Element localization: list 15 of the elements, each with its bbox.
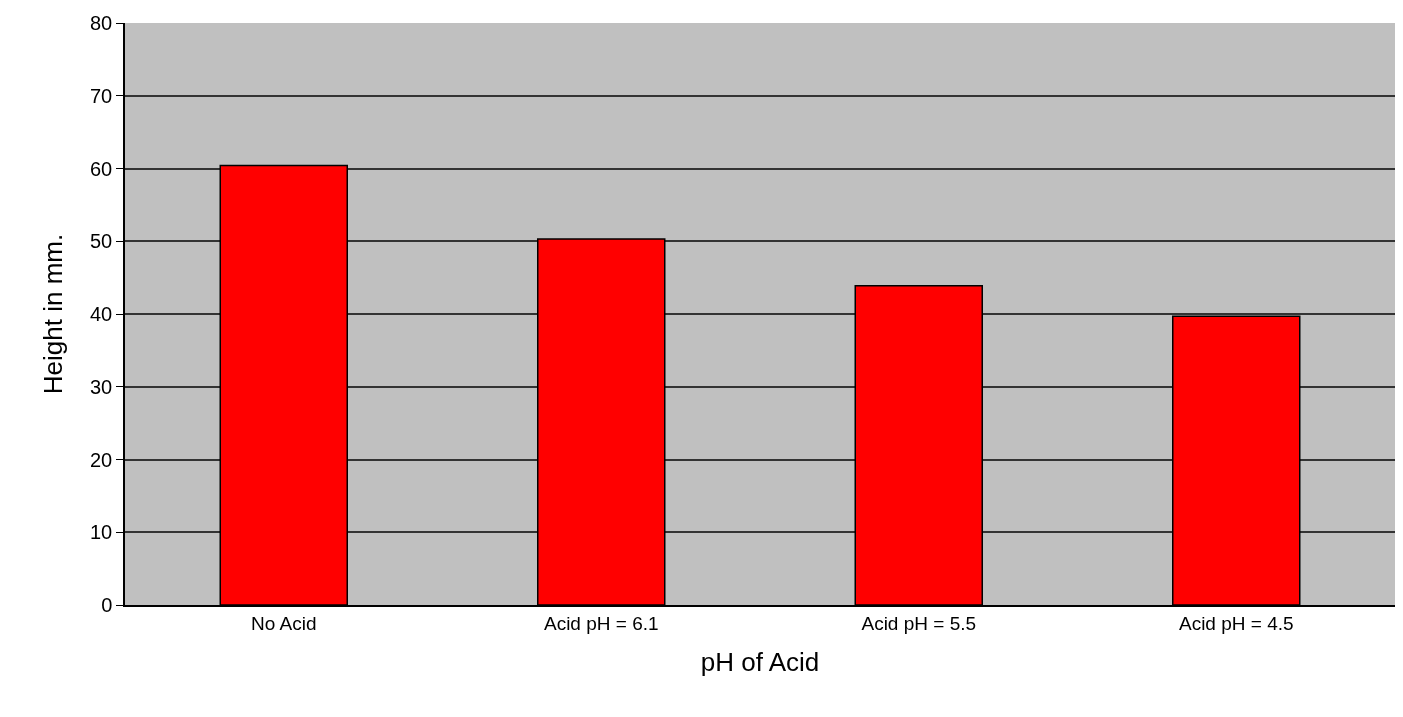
y-tick-label: 0 (101, 594, 113, 616)
x-tick-label: Acid pH = 5.5 (861, 612, 977, 634)
y-tick-label: 40 (90, 303, 113, 325)
y-tick-label: 20 (90, 448, 113, 471)
x-tick-label: Acid pH = 6.1 (543, 612, 659, 634)
y-tick-label: 80 (90, 12, 113, 34)
y-tick-label: 10 (90, 521, 113, 544)
y-tick-label: 30 (90, 375, 113, 398)
y-tick-label: 50 (90, 230, 113, 253)
y-axis-title: Height in mm. (37, 233, 68, 395)
y-tick-label: 70 (90, 84, 113, 107)
x-tick-label: No Acid (251, 612, 317, 634)
y-tick-label: 60 (90, 157, 113, 180)
x-axis-title: pH of Acid (700, 646, 820, 677)
x-tick-label: Acid pH = 4.5 (1178, 612, 1294, 634)
